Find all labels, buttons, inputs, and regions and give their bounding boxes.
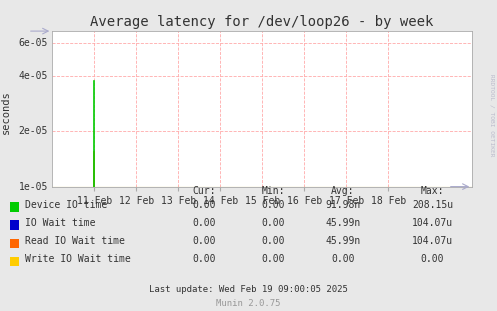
Text: 0.00: 0.00 (192, 236, 216, 246)
Text: seconds: seconds (1, 90, 11, 134)
Text: 0.00: 0.00 (331, 254, 355, 264)
Text: Cur:: Cur: (192, 186, 216, 196)
Text: 0.00: 0.00 (420, 254, 444, 264)
Text: 45.99n: 45.99n (326, 218, 360, 228)
Text: 208.15u: 208.15u (412, 200, 453, 210)
Text: Last update: Wed Feb 19 09:00:05 2025: Last update: Wed Feb 19 09:00:05 2025 (149, 285, 348, 294)
Text: Avg:: Avg: (331, 186, 355, 196)
Text: 0.00: 0.00 (261, 218, 285, 228)
Text: 1e-05: 1e-05 (18, 182, 48, 192)
Text: 104.07u: 104.07u (412, 236, 453, 246)
Title: Average latency for /dev/loop26 - by week: Average latency for /dev/loop26 - by wee… (90, 15, 434, 29)
Text: IO Wait time: IO Wait time (25, 218, 95, 228)
Text: RRDTOOL / TOBI OETIKER: RRDTOOL / TOBI OETIKER (489, 74, 494, 156)
Text: 6e-05: 6e-05 (18, 39, 48, 49)
Text: 91.98n: 91.98n (326, 200, 360, 210)
Text: Max:: Max: (420, 186, 444, 196)
Text: 2e-05: 2e-05 (18, 126, 48, 136)
Text: 45.99n: 45.99n (326, 236, 360, 246)
Text: Munin 2.0.75: Munin 2.0.75 (216, 299, 281, 308)
Text: 4e-05: 4e-05 (18, 71, 48, 81)
Text: Read IO Wait time: Read IO Wait time (25, 236, 125, 246)
Text: 0.00: 0.00 (192, 200, 216, 210)
Text: 0.00: 0.00 (261, 254, 285, 264)
Text: 0.00: 0.00 (261, 236, 285, 246)
Text: 0.00: 0.00 (192, 218, 216, 228)
Text: Device IO time: Device IO time (25, 200, 107, 210)
Text: 0.00: 0.00 (192, 254, 216, 264)
Text: 104.07u: 104.07u (412, 218, 453, 228)
Text: 0.00: 0.00 (261, 200, 285, 210)
Text: Min:: Min: (261, 186, 285, 196)
Text: Write IO Wait time: Write IO Wait time (25, 254, 131, 264)
